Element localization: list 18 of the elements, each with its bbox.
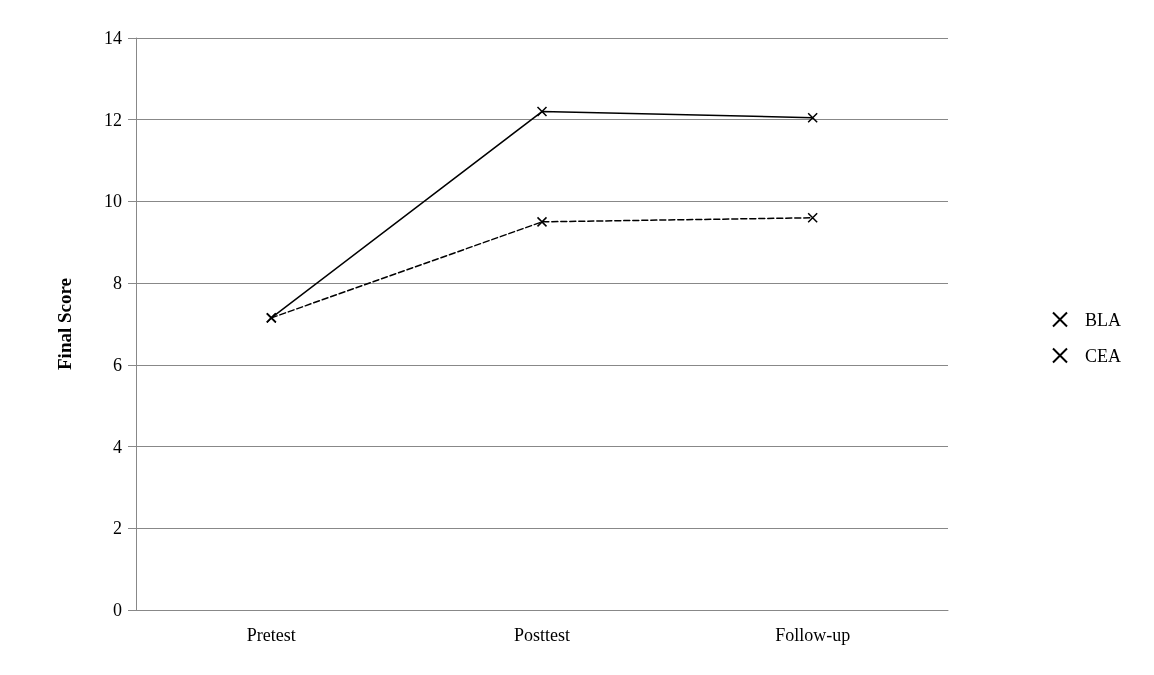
y-tick-label: 14 xyxy=(104,28,122,48)
y-tick-label: 8 xyxy=(113,273,122,294)
point xyxy=(536,106,548,117)
y-tick-label: 6 xyxy=(113,354,122,375)
y-tick-label: 12 xyxy=(104,109,122,130)
point xyxy=(536,216,548,228)
legend-label: BLA xyxy=(1085,309,1121,330)
y-tick-label: 4 xyxy=(113,436,122,457)
y-tick-label: 10 xyxy=(104,191,122,212)
point xyxy=(807,112,818,123)
x-tick-label: Posttest xyxy=(513,625,571,645)
y-tick-label: 0 xyxy=(113,600,122,620)
legend-label: CEA xyxy=(1085,345,1121,366)
point xyxy=(807,212,818,224)
x-tick-label: Pretest xyxy=(246,625,296,645)
y-tick-label: 2 xyxy=(113,518,122,539)
x-tick-label: Follow-up xyxy=(775,625,851,645)
y-axis-title: Final Score xyxy=(54,277,75,371)
